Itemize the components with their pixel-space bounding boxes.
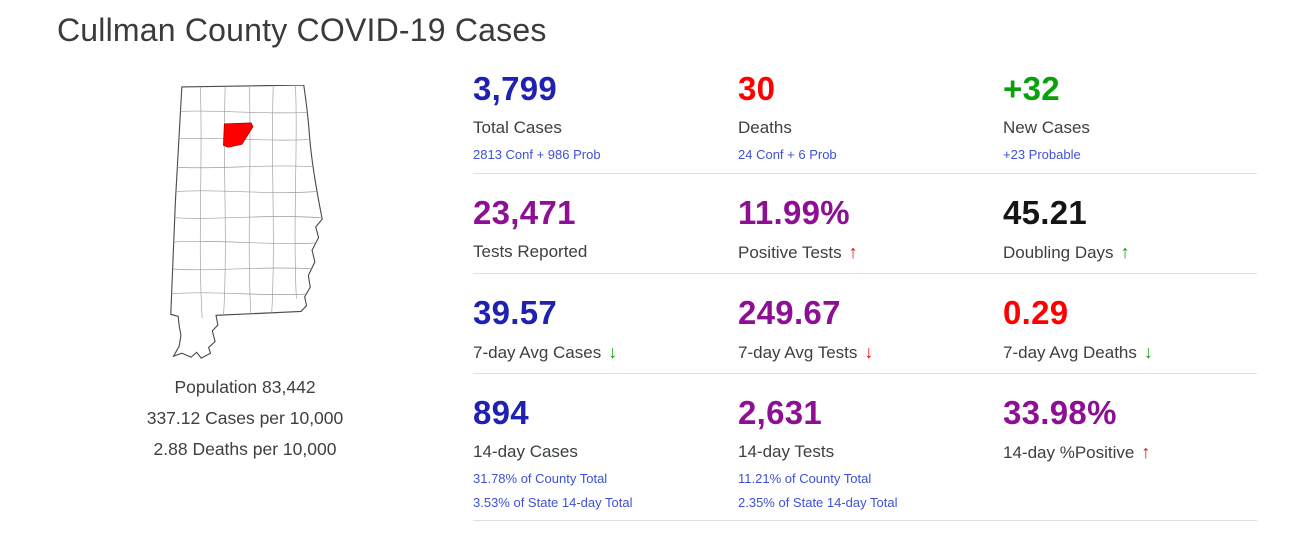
alabama-county-map [170, 84, 323, 359]
stat-label: New Cases [1003, 118, 1090, 137]
stats-row: 3,799 Total Cases 2813 Conf + 986 Prob 3… [473, 60, 1257, 174]
stat-subnote: 31.78% of County Total [473, 471, 608, 486]
stat-value: 0.29 [1003, 294, 1069, 331]
stats-grid: 3,799 Total Cases 2813 Conf + 986 Prob 3… [473, 60, 1257, 521]
trend-up-icon: ↑ [1120, 242, 1130, 262]
stat-label: Total Cases [473, 118, 562, 137]
stat-14day-cases: 894 14-day Cases 31.78% of County Total … [473, 396, 738, 509]
stat-label-text: 7-day Avg Cases [473, 343, 602, 362]
stat-value: 23,471 [473, 194, 576, 231]
stat-value: +32 [1003, 70, 1060, 107]
stat-value: 39.57 [473, 294, 558, 331]
stat-7day-avg-tests: 249.67 7-day Avg Tests ↓ [738, 296, 1003, 361]
stat-subnote: 2.35% of State 14-day Total [738, 495, 898, 510]
stat-value: 249.67 [738, 294, 841, 331]
stat-value: 30 [738, 70, 776, 107]
stat-value: 33.98% [1003, 394, 1117, 431]
stat-positive-tests: 11.99% Positive Tests ↑ [738, 196, 1003, 261]
stat-value: 2,631 [738, 394, 823, 431]
stat-label-text: Doubling Days [1003, 243, 1114, 262]
stat-label: 14-day Cases [473, 442, 578, 461]
stat-subnote: 11.21% of County Total [738, 471, 872, 486]
stat-new-cases: +32 New Cases +23 Probable [1003, 72, 1257, 161]
stat-label: 14-day Tests [738, 442, 835, 461]
stat-label: 7-day Avg Deaths ↓ [1003, 343, 1257, 361]
stat-label-text: 7-day Avg Tests [738, 343, 858, 362]
stat-subnote: 24 Conf + 6 Prob [738, 147, 837, 162]
stat-total-cases: 3,799 Total Cases 2813 Conf + 986 Prob [473, 72, 738, 161]
stat-label-text: Positive Tests [738, 243, 842, 262]
county-boundaries [170, 85, 323, 319]
stat-label: 7-day Avg Cases ↓ [473, 343, 738, 361]
deaths-rate-line: 2.88 Deaths per 10,000 [153, 439, 337, 459]
stat-label: 14-day %Positive ↑ [1003, 443, 1257, 461]
stat-label-text: 14-day %Positive [1003, 443, 1135, 462]
stats-row: 23,471 Tests Reported 11.99% Positive Te… [473, 174, 1257, 274]
population-stats: Population 83,442 337.12 Cases per 10,00… [95, 372, 395, 465]
stat-subnote: 2813 Conf + 986 Prob [473, 147, 601, 162]
cullman-county-highlight [223, 122, 254, 148]
trend-down-icon: ↓ [608, 342, 618, 362]
state-outline [170, 84, 323, 359]
stat-14day-positive-pct: 33.98% 14-day %Positive ↑ [1003, 396, 1257, 509]
stats-row: 894 14-day Cases 31.78% of County Total … [473, 374, 1257, 521]
stat-7day-avg-cases: 39.57 7-day Avg Cases ↓ [473, 296, 738, 361]
stat-subnote: +23 Probable [1003, 147, 1081, 162]
stat-label: Positive Tests ↑ [738, 243, 1003, 261]
stat-label: Deaths [738, 118, 792, 137]
stat-label-text: 7-day Avg Deaths [1003, 343, 1137, 362]
trend-up-icon: ↑ [848, 242, 858, 262]
stat-label: Doubling Days ↑ [1003, 243, 1257, 261]
trend-down-icon: ↓ [864, 342, 874, 362]
trend-up-icon: ↑ [1141, 442, 1151, 462]
stat-label: Tests Reported [473, 242, 588, 261]
stat-label: 7-day Avg Tests ↓ [738, 343, 1003, 361]
stat-value: 3,799 [473, 70, 558, 107]
cases-rate-line: 337.12 Cases per 10,000 [146, 408, 344, 428]
stat-doubling-days: 45.21 Doubling Days ↑ [1003, 196, 1257, 261]
stat-subnote: 3.53% of State 14-day Total [473, 495, 633, 510]
stat-7day-avg-deaths: 0.29 7-day Avg Deaths ↓ [1003, 296, 1257, 361]
stat-value: 894 [473, 394, 529, 431]
stat-14day-tests: 2,631 14-day Tests 11.21% of County Tota… [738, 396, 1003, 509]
trend-down-icon: ↓ [1143, 342, 1153, 362]
stat-value: 45.21 [1003, 194, 1088, 231]
stat-tests-reported: 23,471 Tests Reported [473, 196, 738, 261]
map-panel [168, 84, 325, 367]
page-title: Cullman County COVID-19 Cases [57, 12, 547, 48]
stats-row: 39.57 7-day Avg Cases ↓ 249.67 7-day Avg … [473, 274, 1257, 374]
population-line: Population 83,442 [174, 377, 316, 397]
stat-deaths: 30 Deaths 24 Conf + 6 Prob [738, 72, 1003, 161]
stat-value: 11.99% [738, 194, 850, 231]
